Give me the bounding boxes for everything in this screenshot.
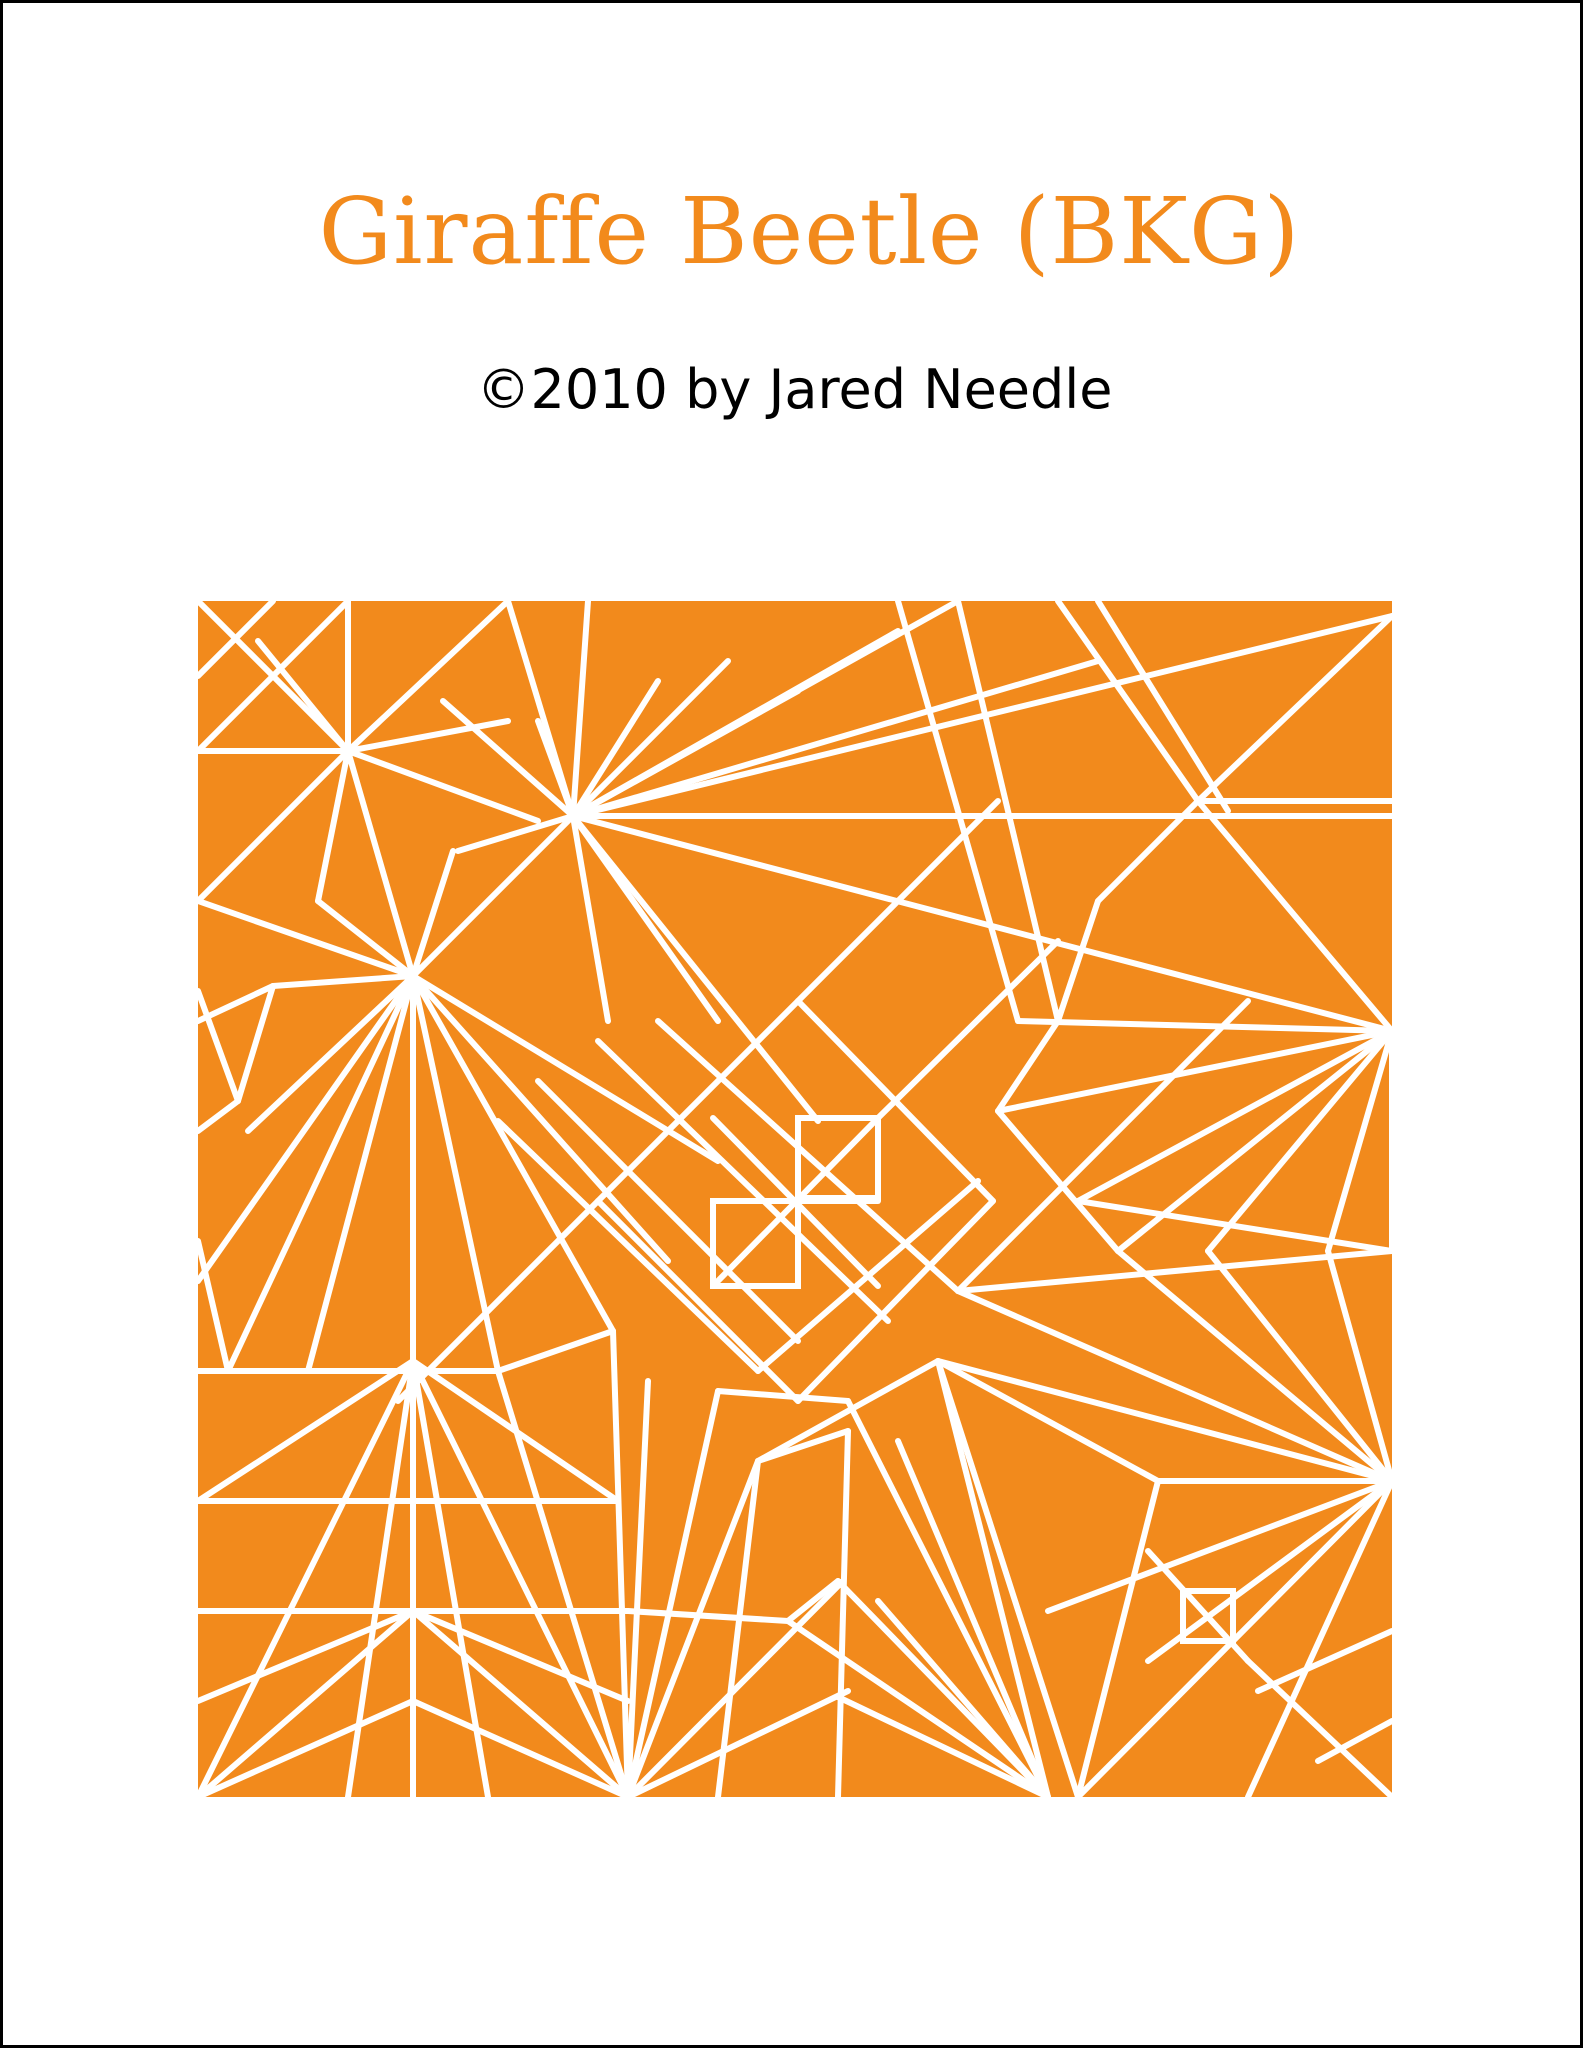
copyright-line: ©2010 by Jared Needle [476,358,1113,421]
crease-pattern-diagram [198,601,1392,1797]
page-title: Giraffe Beetle (BKG) [318,178,1301,285]
crease-lines [198,601,1392,1797]
